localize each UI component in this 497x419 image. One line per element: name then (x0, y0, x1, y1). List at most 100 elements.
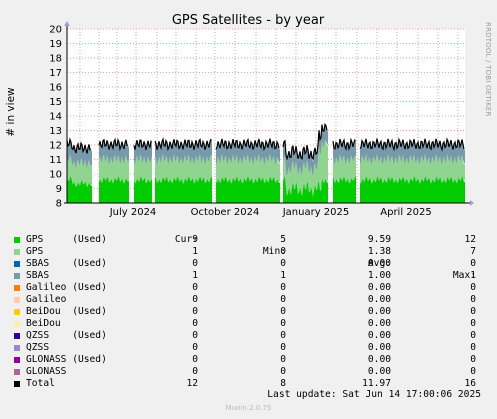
gps-area (134, 155, 152, 184)
legend-min: 5 (280, 234, 286, 245)
legend-min: 0 (280, 342, 286, 353)
legend-cur: 9 (192, 234, 198, 245)
legend-min: 0 (280, 306, 286, 317)
legend-row: Galileo 0 0 0.00 0 (14, 294, 480, 306)
legend-max: 0 (470, 294, 476, 305)
legend-series-name: GLONASS (26, 366, 67, 377)
y-tick-label: 8 (56, 199, 62, 210)
legend-cur: 1 (192, 270, 198, 281)
legend-row: BeiDou 0 0 0.00 0 (14, 318, 480, 330)
legend-cur: 12 (186, 378, 198, 389)
legend-swatch (14, 345, 20, 351)
legend-avg: 0.00 (367, 318, 391, 329)
legend-min: 0 (280, 258, 286, 269)
legend-series-name: GPS (Used) (26, 234, 107, 245)
x-tick-label: April 2025 (380, 207, 431, 218)
legend-min: 8 (280, 378, 286, 389)
legend-max: 1 (470, 270, 476, 281)
legend-series-name: Galileo (26, 294, 67, 305)
legend-swatch (14, 369, 20, 375)
sbas-area (134, 140, 152, 166)
gps-area (155, 154, 212, 184)
legend-avg: 0.00 (367, 282, 391, 293)
legend-series-name: GLONASS (Used) (26, 354, 107, 365)
legend-header-max: Max: (452, 270, 476, 281)
gps-area (216, 153, 280, 184)
chart: GPS Satellites - by year # in view RRDTO… (5, 13, 492, 218)
gps-used-area (134, 175, 152, 203)
legend-avg: 9.59 (367, 234, 391, 245)
y-tick-label: 12 (49, 141, 62, 152)
legend-row: QZSS 0 0 0.00 0 (14, 342, 480, 354)
legend-header: Cur: Min: Avg: Max: (14, 222, 480, 281)
legend-row: Galileo (Used) 0 0 0.00 0 (14, 282, 480, 294)
legend-swatch (14, 261, 20, 267)
x-tick-label: October 2024 (191, 207, 260, 218)
legend-max: 7 (470, 246, 476, 257)
legend-max: 0 (470, 342, 476, 353)
legend-swatch (14, 333, 20, 339)
legend-min: 1 (280, 270, 286, 281)
legend-header-avg: Avg: (367, 258, 391, 269)
y-tick-label: 10 (49, 170, 62, 181)
legend-rows: GPS (Used) 9 5 9.59 12 GPS 1 0 1.38 7 SBAS (Used) 0… (14, 234, 480, 390)
legend-max: 0 (470, 330, 476, 341)
legend-series-name: BeiDou (Used) (26, 306, 107, 317)
legend-avg: 11.97 (362, 378, 391, 389)
last-update: Last update: Sat Jun 14 17:00:06 2025 (267, 389, 481, 400)
total-line (282, 122, 328, 162)
x-tick-label: July 2024 (109, 207, 157, 218)
legend-avg: 0.00 (367, 294, 391, 305)
gps-area (283, 139, 328, 197)
legend-cur: 0 (192, 306, 198, 317)
gps-used-area (216, 175, 280, 203)
legend-avg: 1.00 (367, 270, 391, 281)
legend-min: 0 (280, 282, 286, 293)
legend: Cur: Min: Avg: Max: GPS (Used) 9 5 9.59 12 GP… (14, 222, 480, 390)
x-axis-arrow (470, 200, 474, 206)
legend-cur: 0 (192, 354, 198, 365)
y-axis-arrow (64, 21, 70, 26)
legend-max: 0 (470, 306, 476, 317)
series-areas (66, 122, 465, 203)
y-axis-label: # in view (5, 87, 17, 137)
legend-row: Total 12 8 11.97 16 (14, 378, 480, 390)
gps-used-area (99, 176, 129, 203)
total-line (98, 137, 129, 152)
legend-max: 0 (470, 318, 476, 329)
total-line (215, 137, 280, 152)
gps-used-area (67, 176, 92, 203)
legend-swatch (14, 321, 20, 327)
legend-swatch (14, 357, 20, 363)
sbas-area (283, 125, 328, 177)
y-tick-label: 15 (49, 97, 62, 108)
legend-row: QZSS (Used) 0 0 0.00 0 (14, 330, 480, 342)
gps-used-area (333, 175, 356, 203)
legend-series-name: Total (26, 378, 55, 389)
legend-cur: 1 (192, 246, 198, 257)
total-line (154, 137, 212, 152)
legend-row: GPS (Used) 9 5 9.59 12 (14, 234, 480, 246)
side-credit: RRDTOOL / TOBI OETIKER (484, 22, 492, 117)
legend-series-name: SBAS (26, 270, 50, 281)
legend-row: SBAS (Used) 0 0 0.00 0 (14, 258, 480, 270)
gps-area (333, 154, 356, 184)
legend-min: 0 (280, 246, 286, 257)
y-tick-label: 16 (49, 83, 62, 94)
legend-cur: 0 (192, 258, 198, 269)
y-tick-label: 18 (49, 54, 62, 65)
legend-series-name: SBAS (Used) (26, 258, 107, 269)
y-tick-label: 9 (56, 184, 62, 195)
legend-swatch (14, 249, 20, 255)
legend-min: 0 (280, 318, 286, 329)
total-line (66, 137, 92, 154)
total-line (359, 137, 465, 152)
legend-series-name: BeiDou (26, 318, 61, 329)
legend-swatch (14, 237, 20, 243)
gps-area (99, 154, 129, 184)
legend-row: GLONASS 0 0 0.00 0 (14, 366, 480, 378)
gps-area (67, 154, 92, 188)
legend-avg: 0.00 (367, 354, 391, 365)
legend-cur: 0 (192, 318, 198, 329)
y-tick-label: 19 (49, 39, 62, 50)
